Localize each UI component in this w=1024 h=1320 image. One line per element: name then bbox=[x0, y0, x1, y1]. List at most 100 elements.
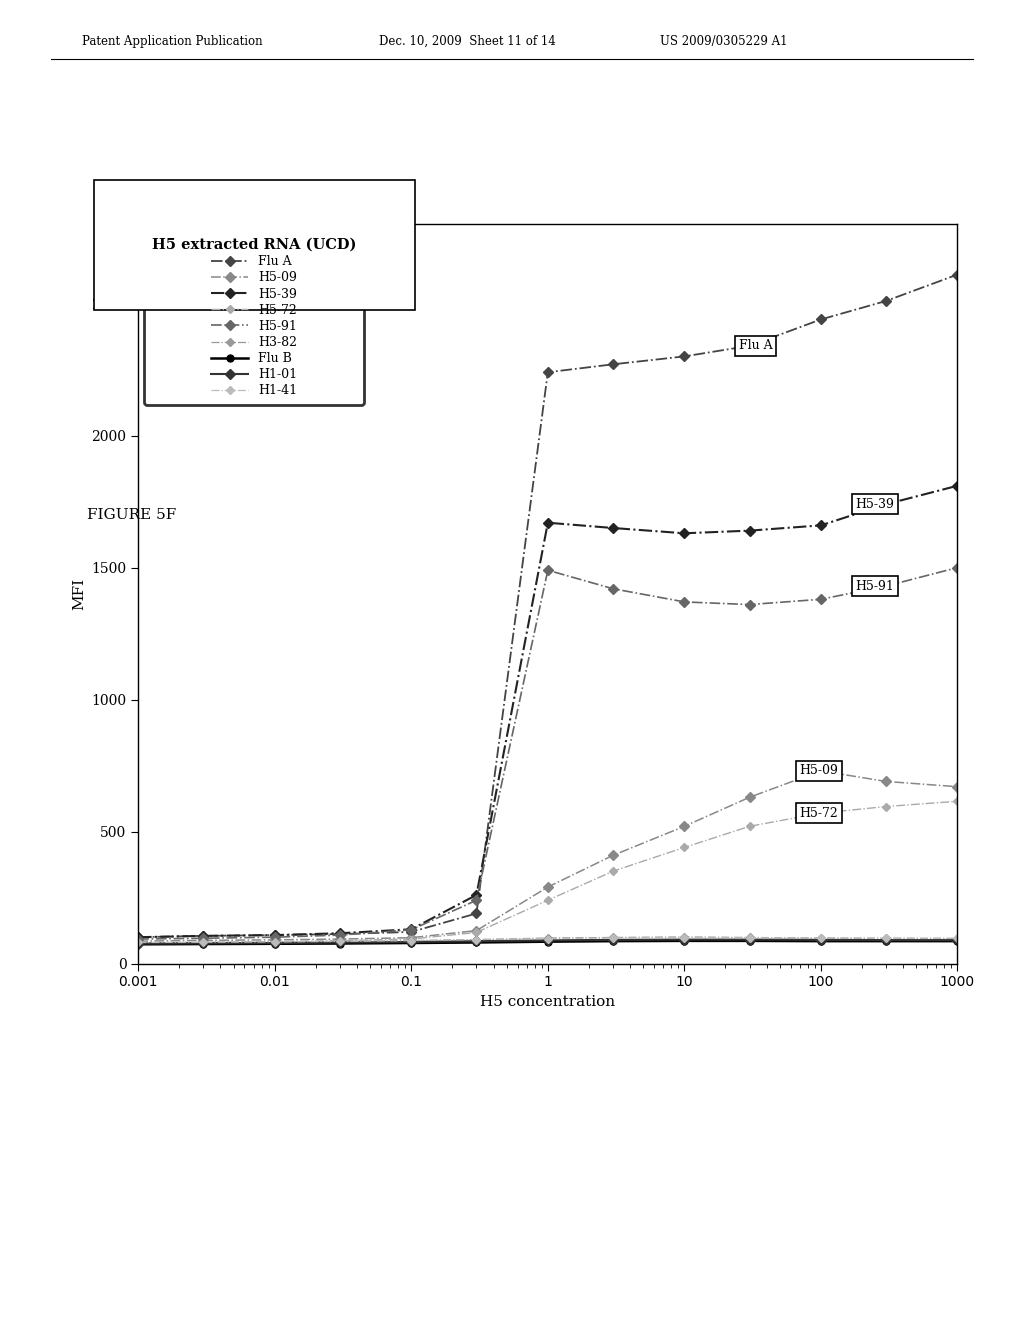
Flu B bbox=[542, 933, 554, 949]
H5-39 bbox=[198, 928, 210, 944]
H5-91 bbox=[542, 562, 554, 578]
H5-91 bbox=[607, 581, 620, 597]
H1-41 bbox=[678, 929, 690, 945]
H5-09 bbox=[542, 879, 554, 895]
Flu B bbox=[470, 935, 482, 950]
H5-39 bbox=[268, 927, 281, 942]
H5-09 bbox=[334, 931, 346, 946]
H5-72 bbox=[334, 933, 346, 949]
Text: H5-39: H5-39 bbox=[856, 498, 895, 511]
H3-82 bbox=[470, 932, 482, 948]
Flu B bbox=[406, 935, 418, 950]
H1-01 bbox=[743, 932, 756, 948]
H1-41 bbox=[132, 935, 144, 950]
H5-39 bbox=[951, 478, 964, 494]
Text: Patent Application Publication: Patent Application Publication bbox=[82, 34, 262, 48]
H3-82 bbox=[743, 929, 756, 945]
H5-09 bbox=[815, 763, 827, 779]
Flu A bbox=[132, 929, 144, 945]
Text: H5-09: H5-09 bbox=[800, 764, 839, 777]
H5-39 bbox=[607, 520, 620, 536]
Flu B bbox=[334, 936, 346, 952]
H3-82 bbox=[132, 935, 144, 950]
Flu A bbox=[815, 312, 827, 327]
H1-01 bbox=[951, 932, 964, 948]
Line: Flu A: Flu A bbox=[135, 271, 961, 941]
Text: Flu A: Flu A bbox=[738, 339, 772, 352]
H5-91 bbox=[678, 594, 690, 610]
Flu B bbox=[132, 936, 144, 952]
Flu A bbox=[678, 348, 690, 364]
H1-41 bbox=[607, 931, 620, 946]
H5-09 bbox=[470, 923, 482, 939]
Legend: Flu A, H5-09, H5-39, H5-72, H5-91, H3-82, Flu B, H1-01, H1-41: Flu A, H5-09, H5-39, H5-72, H5-91, H3-82… bbox=[144, 231, 364, 405]
Flu B bbox=[743, 933, 756, 949]
Text: US 2009/0305229 A1: US 2009/0305229 A1 bbox=[660, 34, 788, 48]
Line: H5-09: H5-09 bbox=[135, 767, 961, 945]
H5-39 bbox=[815, 517, 827, 533]
Flu A bbox=[607, 356, 620, 372]
Line: H3-82: H3-82 bbox=[135, 935, 961, 946]
H3-82 bbox=[880, 931, 892, 946]
H5-39 bbox=[542, 515, 554, 531]
H5-72 bbox=[607, 863, 620, 879]
H5-09 bbox=[951, 779, 964, 795]
H3-82 bbox=[607, 929, 620, 945]
Line: H5-72: H5-72 bbox=[135, 799, 961, 946]
H1-41 bbox=[951, 931, 964, 946]
H3-82 bbox=[268, 935, 281, 950]
H5-09 bbox=[743, 789, 756, 805]
H1-01 bbox=[470, 933, 482, 949]
Text: Dec. 10, 2009  Sheet 11 of 14: Dec. 10, 2009 Sheet 11 of 14 bbox=[379, 34, 556, 48]
Flu A bbox=[334, 927, 346, 942]
H5-91 bbox=[334, 927, 346, 942]
H3-82 bbox=[198, 935, 210, 950]
H1-41 bbox=[406, 933, 418, 949]
Y-axis label: MFI: MFI bbox=[72, 578, 86, 610]
H5-09 bbox=[198, 932, 210, 948]
H5-39 bbox=[334, 925, 346, 941]
H3-82 bbox=[951, 931, 964, 946]
Flu B bbox=[198, 936, 210, 952]
H1-41 bbox=[198, 935, 210, 950]
H5-72 bbox=[743, 818, 756, 834]
H3-82 bbox=[678, 929, 690, 945]
Text: FIGURE 5F: FIGURE 5F bbox=[87, 508, 176, 521]
H1-01 bbox=[815, 932, 827, 948]
Flu B bbox=[880, 933, 892, 949]
Flu A bbox=[951, 267, 964, 282]
H5-72 bbox=[132, 935, 144, 950]
H5-09 bbox=[406, 929, 418, 945]
Line: H5-39: H5-39 bbox=[135, 482, 961, 941]
Line: H5-91: H5-91 bbox=[135, 564, 961, 942]
Flu A bbox=[198, 928, 210, 944]
Text: H5-91: H5-91 bbox=[856, 579, 895, 593]
Flu A bbox=[743, 338, 756, 354]
H5-39 bbox=[132, 929, 144, 945]
H5-91 bbox=[198, 931, 210, 946]
Flu B bbox=[951, 933, 964, 949]
H5-72 bbox=[678, 840, 690, 855]
H5-39 bbox=[470, 887, 482, 903]
Text: H5-72: H5-72 bbox=[800, 807, 839, 820]
H1-01 bbox=[678, 932, 690, 948]
H5-09 bbox=[132, 933, 144, 949]
H5-72 bbox=[815, 805, 827, 821]
H5-39 bbox=[880, 496, 892, 512]
Flu A bbox=[470, 906, 482, 921]
H5-72 bbox=[198, 935, 210, 950]
H1-41 bbox=[542, 931, 554, 946]
H1-41 bbox=[470, 932, 482, 948]
H1-41 bbox=[743, 929, 756, 945]
H5-09 bbox=[268, 932, 281, 948]
H1-01 bbox=[542, 932, 554, 948]
H1-41 bbox=[334, 933, 346, 949]
Flu B bbox=[268, 936, 281, 952]
H1-41 bbox=[268, 935, 281, 950]
H5-72 bbox=[470, 924, 482, 940]
H3-82 bbox=[406, 933, 418, 949]
Line: Flu B: Flu B bbox=[135, 937, 961, 948]
H5-72 bbox=[268, 933, 281, 949]
H5-39 bbox=[678, 525, 690, 541]
Line: H1-41: H1-41 bbox=[135, 935, 961, 945]
